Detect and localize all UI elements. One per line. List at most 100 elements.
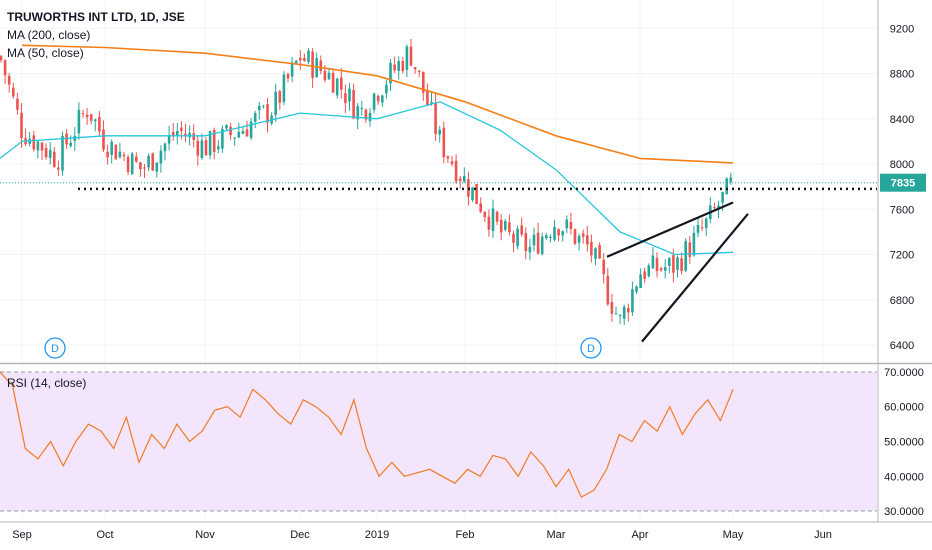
candle	[299, 57, 302, 61]
candle	[430, 102, 433, 104]
rsi-tick-label: 70.0000	[884, 367, 924, 379]
candle	[7, 75, 11, 85]
candle	[561, 231, 564, 236]
rsi-axis: 70.0000 60.0000 50.0000 40.0000 30.0000	[884, 367, 924, 518]
rsi-title: RSI (14, close)	[7, 376, 87, 390]
candle	[450, 161, 454, 164]
price-tick-label: 8000	[890, 159, 914, 171]
ma50-line	[0, 101, 734, 256]
candle	[471, 187, 474, 201]
candle	[376, 95, 380, 102]
candle	[372, 93, 376, 110]
candle	[454, 160, 458, 182]
candle	[446, 156, 450, 159]
candle	[516, 228, 519, 247]
candles	[0, 38, 733, 325]
candle	[491, 208, 495, 231]
candle	[581, 233, 585, 237]
candle	[545, 235, 548, 239]
candle	[598, 244, 601, 259]
candle	[499, 219, 503, 233]
candle	[335, 78, 339, 96]
candle	[393, 64, 396, 71]
candle	[508, 222, 511, 233]
candle	[381, 95, 384, 103]
candle	[573, 229, 577, 244]
candle	[212, 130, 216, 152]
candle	[40, 142, 44, 151]
candle	[237, 131, 241, 138]
candle	[651, 255, 655, 269]
candle	[229, 126, 232, 136]
candle	[717, 205, 720, 209]
candle	[622, 306, 626, 319]
candle	[106, 151, 109, 158]
candle	[676, 257, 679, 270]
candle	[520, 225, 523, 235]
candle	[126, 157, 130, 172]
candle	[253, 113, 257, 122]
candle	[610, 302, 614, 314]
candle	[167, 135, 171, 144]
last-price-tag	[880, 173, 926, 192]
rsi-tick-label: 50.0000	[884, 437, 924, 449]
candle	[352, 89, 355, 119]
candle	[307, 50, 310, 62]
candle	[151, 153, 154, 171]
candle	[57, 167, 60, 170]
rsi-level-lines	[0, 371, 877, 512]
price-tick-label: 9200	[890, 23, 914, 35]
time-tick-label: Oct	[96, 529, 113, 541]
candle	[577, 235, 581, 243]
rsi-tick-label: 30.0000	[884, 506, 924, 518]
candle	[139, 162, 142, 170]
candle	[114, 144, 118, 160]
candle	[426, 91, 429, 106]
dividend-marker: D	[44, 337, 66, 359]
candle	[672, 255, 675, 273]
candle	[278, 91, 282, 103]
candle	[692, 232, 696, 256]
candle	[704, 218, 708, 228]
candle	[130, 153, 134, 175]
candle	[12, 87, 15, 97]
chart-title: TRUWORTHS INT LTD, 1D, JSE	[7, 10, 185, 24]
candle	[495, 211, 499, 222]
candle	[458, 178, 462, 182]
ma200-line	[21, 44, 734, 164]
price-tick-label: 7200	[890, 250, 914, 262]
candle	[655, 258, 659, 272]
candle	[118, 151, 122, 158]
candle	[266, 104, 269, 123]
candle	[700, 227, 704, 229]
last-price-label: 7835	[891, 178, 915, 190]
candle	[639, 274, 642, 289]
candle	[77, 109, 81, 134]
candle	[294, 60, 298, 64]
candle	[557, 229, 560, 236]
candle	[479, 203, 482, 212]
time-tick-label: Feb	[456, 529, 475, 541]
candle	[16, 98, 19, 110]
candle	[590, 241, 593, 256]
candle	[405, 46, 409, 70]
candle	[225, 125, 228, 129]
candle	[483, 212, 487, 218]
candle	[586, 235, 589, 245]
dividend-label: D	[51, 343, 59, 355]
candle	[565, 219, 569, 229]
candle	[663, 267, 667, 271]
candle	[684, 241, 687, 271]
candle	[258, 105, 261, 111]
candle	[274, 91, 277, 115]
candle	[98, 116, 101, 132]
candle	[438, 129, 441, 135]
price-axis: 9200 8800 8400 8000 7600 7200 6800 6400 7835	[880, 23, 926, 352]
wedge-trendlines	[606, 201, 749, 343]
candle	[319, 60, 323, 72]
candle	[528, 247, 532, 253]
candle	[549, 237, 552, 239]
price-tick-label: 6800	[890, 295, 914, 307]
candle	[176, 130, 179, 136]
